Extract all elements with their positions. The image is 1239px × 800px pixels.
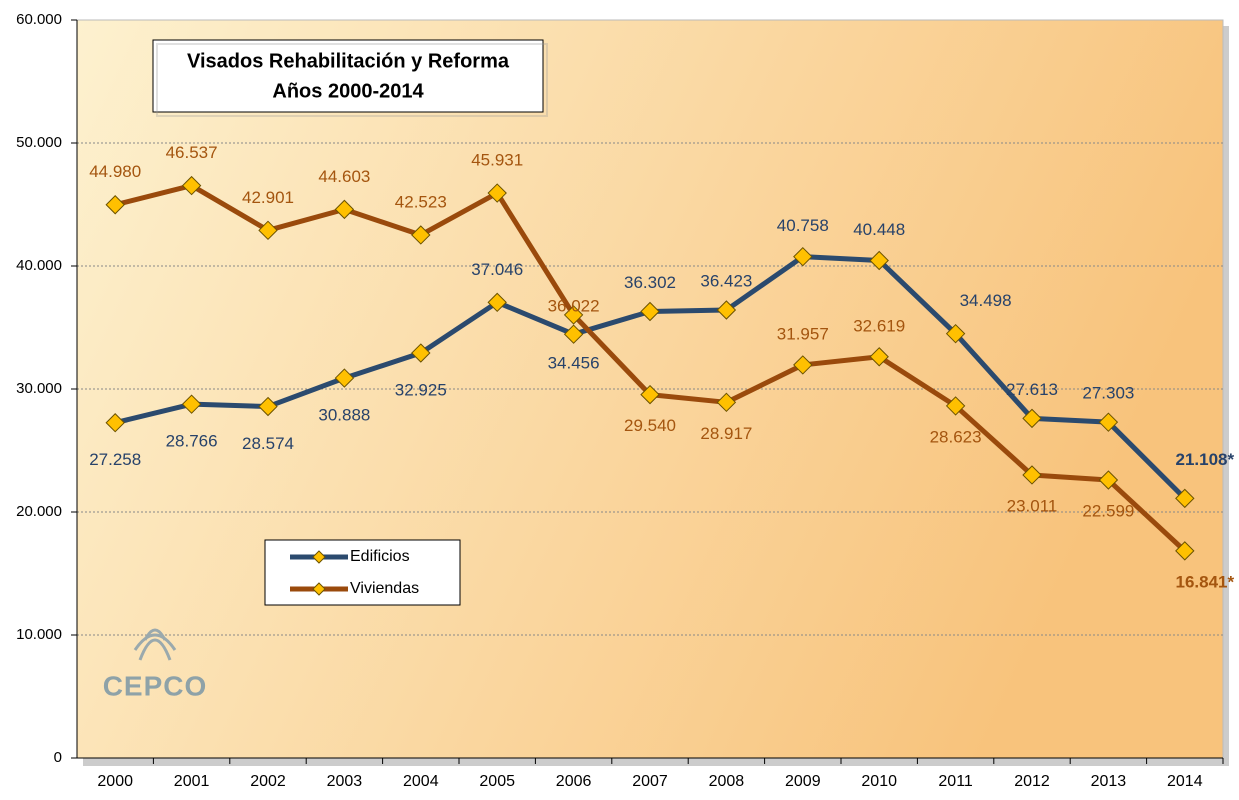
data-label: 42.901	[242, 188, 294, 207]
logo: CEPCO	[103, 670, 208, 701]
title-box-shadow	[156, 43, 548, 117]
marker	[563, 305, 584, 325]
marker	[1175, 541, 1195, 561]
y-tick-label: 40.000	[16, 257, 62, 274]
data-label: 36.302	[624, 273, 676, 292]
marker	[411, 225, 431, 245]
data-label: 27.613	[1006, 380, 1058, 399]
data-label: 42.523	[395, 192, 447, 211]
marker	[258, 220, 278, 241]
data-label: 40.448	[853, 220, 905, 239]
marker	[716, 300, 737, 320]
marker	[793, 246, 813, 267]
x-tick-label: 2009	[785, 773, 821, 790]
marker	[793, 355, 813, 375]
y-tick-label: 60.000	[16, 11, 62, 28]
x-tick-label: 2013	[1091, 773, 1127, 790]
marker	[869, 250, 889, 271]
marker	[945, 323, 966, 344]
data-label: 23.011	[1007, 496, 1058, 515]
marker	[1098, 470, 1119, 490]
marker	[181, 394, 202, 414]
marker	[411, 343, 431, 363]
legend-marker	[312, 582, 326, 596]
data-label: 28.766	[166, 432, 218, 451]
y-tick-label: 20.000	[16, 503, 62, 520]
marker	[640, 384, 660, 405]
data-label: 44.980	[89, 162, 141, 181]
x-tick-label: 2011	[938, 773, 973, 790]
data-label: 30.888	[318, 406, 370, 425]
x-tick-label: 2010	[861, 773, 897, 790]
data-label: 28.574	[242, 434, 294, 453]
data-label: 32.619	[853, 316, 905, 335]
data-label: 34.498	[960, 291, 1012, 310]
y-tick-label: 0	[54, 749, 62, 766]
marker	[487, 183, 507, 203]
logo-icon	[133, 628, 177, 661]
data-label: 31.957	[777, 324, 829, 343]
marker	[1175, 488, 1195, 509]
data-label: 29.540	[624, 416, 676, 435]
x-tick-label: 2012	[1014, 773, 1050, 790]
marker	[334, 368, 355, 388]
x-tick-label: 2006	[556, 773, 592, 790]
x-tick-label: 2005	[479, 773, 515, 790]
marker	[563, 324, 584, 344]
legend-marker	[312, 550, 326, 564]
chart-title: Visados Rehabilitación y Reforma	[187, 50, 510, 72]
marker	[869, 347, 889, 367]
data-label: 27.303	[1082, 384, 1134, 403]
data-label: 46.537	[166, 143, 218, 162]
y-tick-label: 10.000	[16, 626, 62, 643]
marker	[105, 413, 125, 433]
legend-label: Edificios	[350, 548, 410, 565]
data-label: 21.108*	[1175, 450, 1234, 469]
marker	[945, 396, 966, 416]
marker	[258, 396, 278, 417]
title-box	[152, 39, 544, 113]
x-tick-label: 2007	[632, 773, 668, 790]
x-tick-label: 2001	[174, 773, 210, 790]
y-tick-label: 30.000	[16, 380, 62, 397]
x-tick-label: 2014	[1167, 773, 1203, 790]
data-label: 16.841*	[1175, 572, 1234, 591]
data-label: 36.022	[548, 296, 600, 315]
marker	[1022, 465, 1042, 485]
marker	[716, 392, 737, 413]
data-label: 37.046	[471, 260, 523, 279]
marker	[181, 175, 202, 196]
data-label: 44.603	[318, 167, 370, 186]
chart-subtitle: Años 2000-2014	[272, 80, 424, 102]
data-label: 34.456	[548, 354, 600, 373]
x-tick-label: 2002	[250, 773, 286, 790]
y-tick-label: 50.000	[16, 134, 62, 151]
x-tick-label: 2004	[403, 773, 439, 790]
data-label: 27.258	[89, 450, 141, 469]
data-label: 45.931	[471, 151, 523, 170]
legend-label: Viviendas	[350, 580, 419, 597]
legend	[264, 539, 461, 606]
data-label: 40.758	[777, 216, 829, 235]
data-label: 28.917	[700, 424, 752, 443]
x-tick-label: 2000	[97, 773, 133, 790]
marker	[334, 199, 355, 220]
data-label: 32.925	[395, 381, 447, 400]
data-label: 28.623	[930, 427, 982, 446]
data-label: 22.599	[1082, 502, 1134, 521]
marker	[487, 292, 507, 313]
marker	[105, 195, 125, 215]
x-tick-label: 2008	[709, 773, 745, 790]
marker	[1022, 408, 1042, 429]
x-tick-label: 2003	[327, 773, 363, 790]
data-label: 36.423	[700, 271, 752, 290]
marker	[1098, 412, 1119, 432]
marker	[640, 301, 660, 322]
